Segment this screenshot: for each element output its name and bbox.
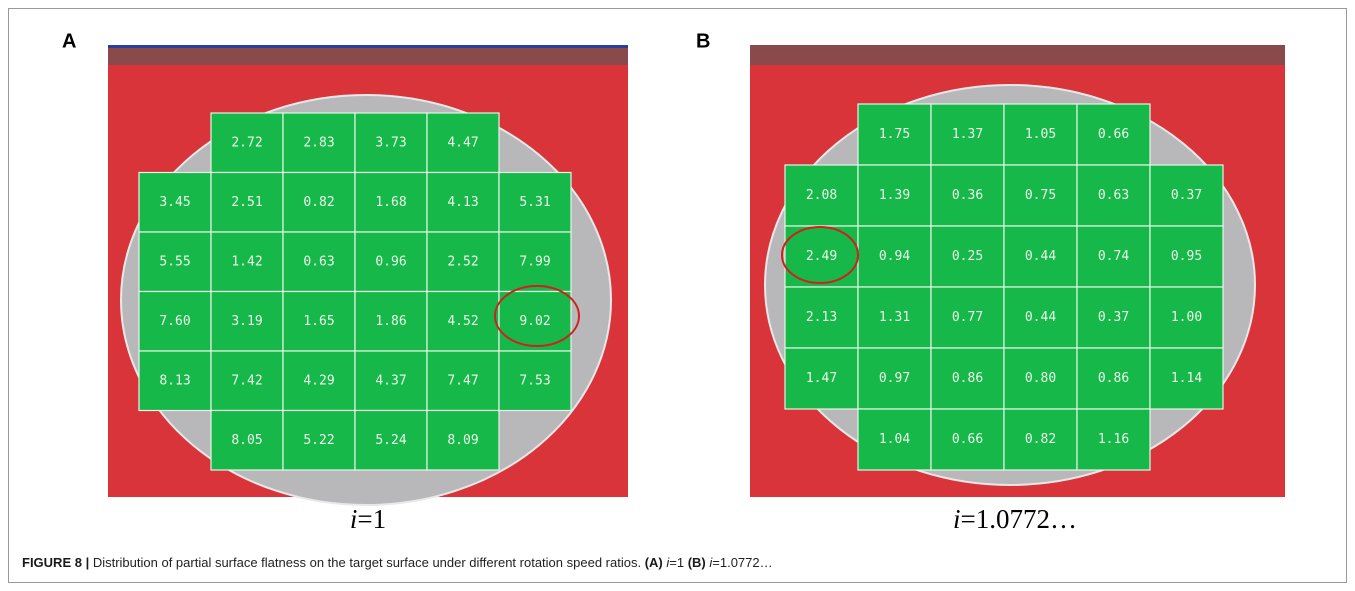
cell-value: 7.42 xyxy=(231,373,262,388)
cell-value: 0.86 xyxy=(952,371,983,386)
cell-value: 4.47 xyxy=(447,135,478,150)
cell-value: 1.68 xyxy=(375,195,406,210)
cell-value: 0.63 xyxy=(1098,188,1129,203)
cell-value: 1.00 xyxy=(1171,310,1202,325)
caption-variable: i xyxy=(953,504,961,534)
cell-value: 4.37 xyxy=(375,373,406,388)
cell-value: 0.82 xyxy=(303,195,334,210)
cell-value: 0.97 xyxy=(879,371,910,386)
caption-value: =1.0772… xyxy=(712,555,772,570)
cell-value: 1.75 xyxy=(879,127,910,142)
cell-value: 7.60 xyxy=(159,314,190,329)
photo-top-bar xyxy=(108,45,628,48)
cell-value: 1.86 xyxy=(375,314,406,329)
cell-value: 1.04 xyxy=(879,432,910,447)
cell-value: 0.37 xyxy=(1098,310,1129,325)
caption-value: =1 xyxy=(669,555,684,570)
panel-caption: i=1.0772… xyxy=(953,504,1077,534)
figure-canvas: 2.72 2.83 3.73 4.47 3.45 2.51 0.82 1.68 4.13 5.31… xyxy=(0,0,1355,591)
cell-value: 7.53 xyxy=(519,373,550,388)
cell-value: 0.66 xyxy=(1098,127,1129,142)
cell-value: 0.74 xyxy=(1098,249,1129,264)
cell-value: 8.09 xyxy=(447,433,478,448)
caption-tag: (A) xyxy=(645,555,663,570)
cell-value: 2.49 xyxy=(806,249,837,264)
panel-label: A xyxy=(62,30,76,52)
cell-value: 2.08 xyxy=(806,188,837,203)
panel-label: B xyxy=(696,30,710,52)
cell-value: 0.82 xyxy=(1025,432,1056,447)
cell-value: 2.52 xyxy=(447,254,478,269)
cell-value: 1.31 xyxy=(879,310,910,325)
panel: 2.72 2.83 3.73 4.47 3.45 2.51 0.82 1.68 4.13 5.31… xyxy=(62,30,628,534)
cell-value: 0.37 xyxy=(1171,188,1202,203)
cell-value: 1.39 xyxy=(879,188,910,203)
cell-value: 1.42 xyxy=(231,254,262,269)
cell-value: 0.95 xyxy=(1171,249,1202,264)
figure: 2.72 2.83 3.73 4.47 3.45 2.51 0.82 1.68 4.13 5.31… xyxy=(0,0,1355,591)
cell-value: 1.65 xyxy=(303,314,334,329)
cell-value: 1.14 xyxy=(1171,371,1202,386)
cell-value: 9.02 xyxy=(519,314,550,329)
cell-value: 0.94 xyxy=(879,249,910,264)
cell-value: 2.83 xyxy=(303,135,334,150)
caption-label: FIGURE 8 | xyxy=(22,555,89,570)
cell-value: 0.96 xyxy=(375,254,406,269)
cell-value: 0.75 xyxy=(1025,188,1056,203)
caption-text: Distribution of partial surface flatness… xyxy=(93,555,641,570)
cell-value: 7.99 xyxy=(519,254,550,269)
cell-value: 1.47 xyxy=(806,371,837,386)
cell-value: 4.52 xyxy=(447,314,478,329)
cell-value: 7.47 xyxy=(447,373,478,388)
cell-value: 3.45 xyxy=(159,195,190,210)
cell-value: 0.86 xyxy=(1098,371,1129,386)
caption-variable: i xyxy=(350,504,358,534)
cell-value: 5.22 xyxy=(303,433,334,448)
cell-value: 8.05 xyxy=(231,433,262,448)
cell-value: 0.63 xyxy=(303,254,334,269)
cell-value: 3.19 xyxy=(231,314,262,329)
caption-value: =1 xyxy=(357,504,386,534)
panel-caption: i=1 xyxy=(350,504,386,534)
cell-value: 0.36 xyxy=(952,188,983,203)
cell-value: 2.51 xyxy=(231,195,262,210)
cell-value: 0.77 xyxy=(952,310,983,325)
cell-value: 0.44 xyxy=(1025,249,1056,264)
caption-tag: (B) xyxy=(688,555,706,570)
cell-value: 0.44 xyxy=(1025,310,1056,325)
panel: 1.75 1.37 1.05 0.66 2.08 1.39 0.36 0.75 0.63 0.37… xyxy=(696,30,1285,534)
cell-value: 2.72 xyxy=(231,135,262,150)
cell-value: 4.29 xyxy=(303,373,334,388)
cell-value: 8.13 xyxy=(159,373,190,388)
caption-value: =1.0772… xyxy=(961,504,1077,534)
cell-value: 1.37 xyxy=(952,127,983,142)
photo-top-shade xyxy=(750,45,1285,65)
cell-value: 1.05 xyxy=(1025,127,1056,142)
cell-value: 2.13 xyxy=(806,310,837,325)
cell-value: 3.73 xyxy=(375,135,406,150)
cell-value: 0.80 xyxy=(1025,371,1056,386)
cell-value: 1.16 xyxy=(1098,432,1129,447)
cell-value: 4.13 xyxy=(447,195,478,210)
cell-value: 0.25 xyxy=(952,249,983,264)
cell-value: 5.55 xyxy=(159,254,190,269)
cell-value: 5.24 xyxy=(375,433,406,448)
figure-caption: FIGURE 8 | Distribution of partial surfa… xyxy=(22,555,773,570)
cell-value: 0.66 xyxy=(952,432,983,447)
cell-value: 5.31 xyxy=(519,195,550,210)
